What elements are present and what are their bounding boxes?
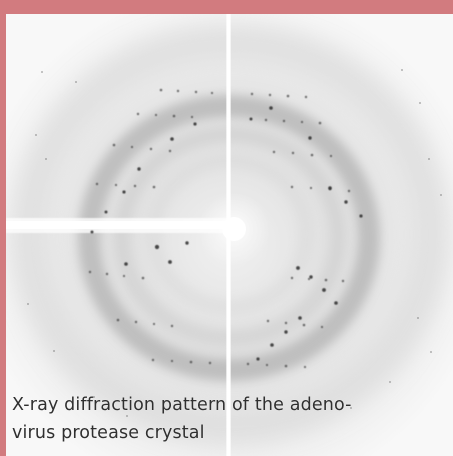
image-caption: X-ray diffraction pattern of the adeno- … (12, 391, 439, 447)
xray-diffraction-photo (6, 14, 453, 456)
caption-line-2: virus protease crystal (12, 423, 205, 443)
diffraction-image-panel (6, 14, 453, 456)
caption-line-1: X-ray diffraction pattern of the adeno- (12, 395, 352, 415)
